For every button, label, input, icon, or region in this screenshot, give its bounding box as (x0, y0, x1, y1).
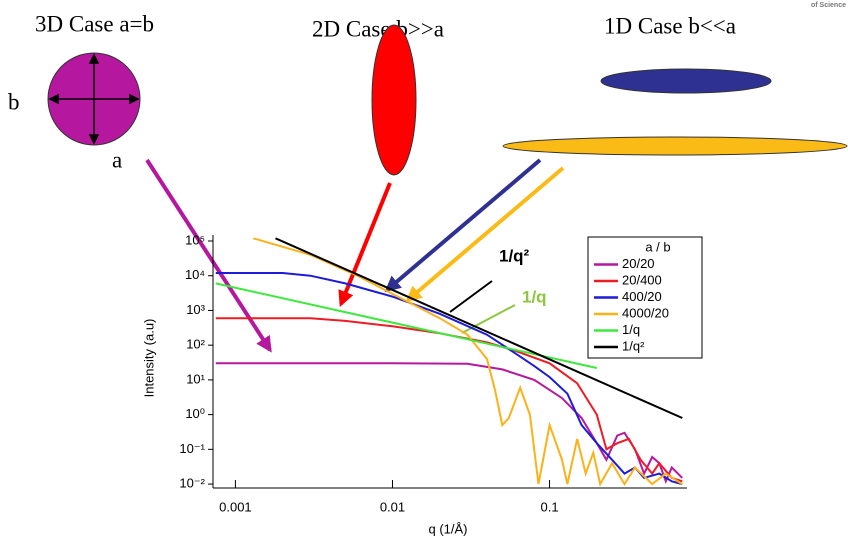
legend-label: 1/q² (622, 338, 645, 353)
figure: 3D Case a=b 2D Case b>>a 1D Case b<<a b … (0, 0, 848, 540)
y-tick-label: 10⁻² (179, 475, 205, 490)
annotation: 1/q (522, 287, 547, 306)
y-axis-label: Intensity (a.u) (141, 319, 156, 398)
y-tick-label: 10² (186, 337, 205, 352)
axis-letter: a (112, 147, 122, 172)
legend-title: a / b (645, 239, 670, 254)
y-tick-label: 10³ (186, 302, 205, 317)
case-label: 2D Case b>>a (312, 16, 444, 41)
legend-label: 20/20 (622, 256, 655, 271)
y-tick-label: 10⁵ (185, 232, 205, 247)
x-tick-label: 0.1 (541, 499, 559, 514)
legend-label: 20/400 (622, 272, 662, 287)
y-tick-label: 10⁴ (185, 267, 205, 282)
legend-label: 400/20 (622, 289, 662, 304)
x-tick-label: 0.001 (219, 499, 252, 514)
y-tick-label: 10⁰ (185, 406, 205, 421)
legend-label: 1/q (622, 322, 640, 337)
y-tick-label: 10¹ (186, 371, 205, 386)
logo: of Science (811, 2, 846, 9)
case-label: 3D Case a=b (35, 11, 154, 36)
legend-label: 4000/20 (622, 305, 669, 320)
ellipsoid-1d (601, 69, 771, 93)
annotation: 1/q² (499, 246, 530, 265)
x-tick-label: 0.01 (380, 499, 405, 514)
y-tick-label: 10⁻¹ (179, 441, 205, 456)
x-axis-label: q (1/Å) (428, 521, 467, 536)
case-label: 1D Case b<<a (604, 13, 736, 38)
ellipsoid-1d (503, 137, 847, 155)
axis-letter: b (8, 89, 20, 114)
ellipsoid-2d (372, 25, 416, 175)
